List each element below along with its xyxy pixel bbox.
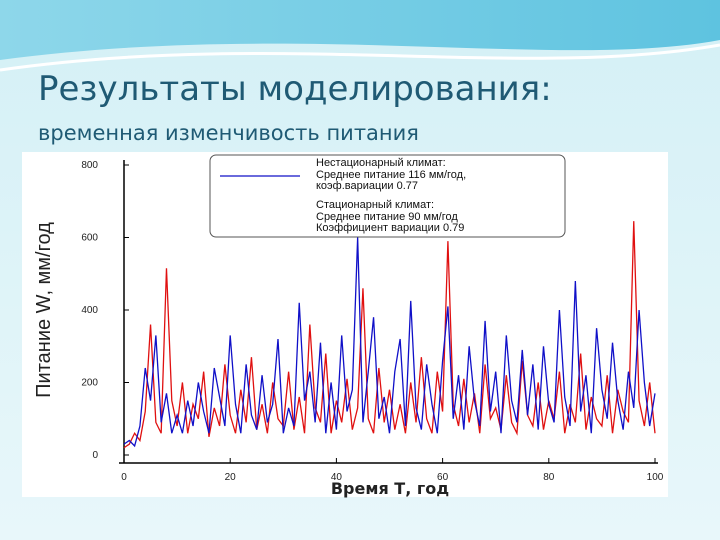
x-axis-label: Время Т, год — [331, 479, 449, 498]
y-axis-label: Питание W, мм/год — [33, 222, 55, 398]
chart: 0 200 400 600 800 0 20 40 60 80 100 Время Т, год Пит… — [33, 154, 664, 498]
legend-entry: Нестационарный климат: — [316, 157, 446, 169]
series-line — [123, 221, 656, 449]
slide-title: Результаты моделирования: — [38, 69, 552, 109]
x-tick-label: 40 — [331, 472, 343, 483]
legend-entry: Стационарный климат: — [316, 199, 434, 211]
wave-line — [0, 43, 720, 72]
x-tick-label: 100 — [647, 472, 664, 483]
header-wave — [0, 0, 720, 60]
y-tick-label: 400 — [81, 305, 98, 316]
legend-description: Коэффициент вариации 0.79 — [316, 222, 464, 234]
x-tick-label: 60 — [437, 472, 449, 483]
y-tick-label: 0 — [92, 450, 98, 461]
y-tick-label: 600 — [81, 233, 98, 244]
slide-subtitle: временная изменчивость питания — [38, 121, 419, 145]
x-tick-label: 20 — [225, 472, 237, 483]
legend-description: коэф.вариации 0.77 — [316, 180, 418, 192]
x-tick-label: 0 — [121, 472, 127, 483]
series-line — [123, 237, 656, 448]
x-tick-label: 80 — [543, 472, 555, 483]
y-tick-label: 200 — [81, 378, 98, 389]
legend-description: Среднее питание 90 мм/год — [316, 211, 458, 223]
legend-description: Среднее питание 116 мм/год, — [316, 169, 466, 181]
y-tick-label: 800 — [81, 160, 98, 171]
